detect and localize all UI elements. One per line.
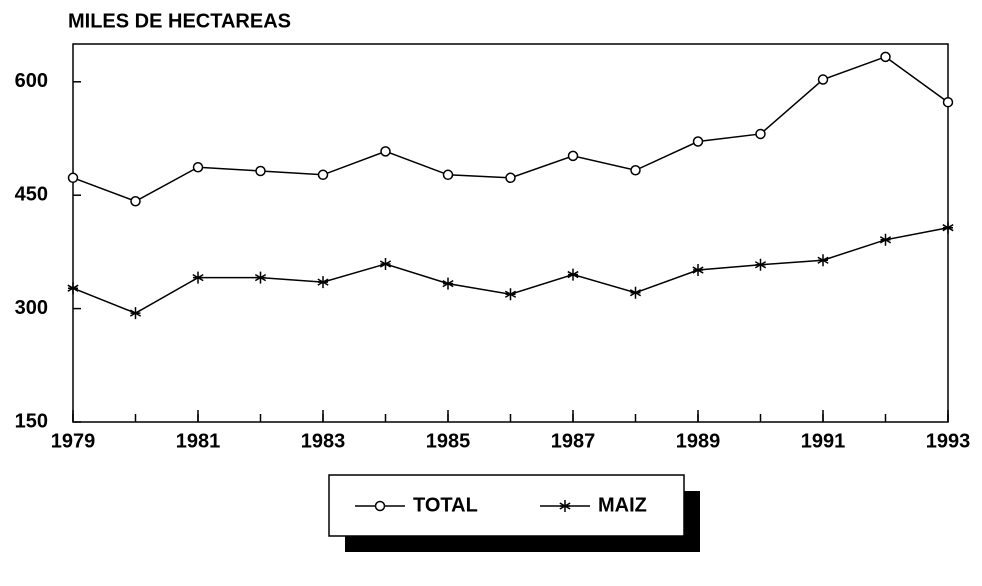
y-tick-label: 300 [15, 297, 48, 319]
point [442, 277, 454, 290]
point [817, 254, 829, 267]
point [567, 150, 579, 162]
point [755, 128, 766, 140]
x-tick-label: 1991 [801, 430, 846, 452]
x-tick-label: 1981 [176, 430, 221, 452]
legend-label: TOTAL [413, 494, 478, 516]
y-tick-label: 150 [15, 410, 48, 432]
x-tick-label: 1993 [926, 430, 971, 452]
point [192, 161, 204, 173]
point [629, 286, 642, 299]
chart-title: MILES DE HECTAREAS [68, 10, 291, 32]
point [879, 233, 892, 246]
point [380, 146, 391, 157]
point [129, 307, 142, 320]
point [692, 136, 704, 147]
point [567, 268, 579, 281]
y-tick-label: 450 [15, 183, 48, 205]
point [130, 195, 141, 207]
point [317, 169, 329, 181]
point [504, 288, 517, 301]
point [442, 169, 454, 181]
point [255, 165, 266, 177]
point [692, 264, 704, 277]
point [317, 276, 329, 289]
x-tick-label: 1979 [51, 430, 96, 452]
legend-label: MAIZ [598, 494, 647, 516]
point [505, 172, 516, 184]
legend-marker [559, 500, 571, 512]
point [192, 271, 204, 284]
point [880, 51, 891, 63]
point [67, 172, 79, 184]
point [67, 282, 79, 295]
y-tick-label: 600 [15, 70, 48, 92]
plot-frame [72, 43, 949, 423]
point [942, 96, 954, 108]
point [630, 165, 641, 176]
x-tick-label: 1987 [551, 430, 596, 452]
point [754, 258, 767, 271]
point [942, 221, 954, 234]
point [379, 257, 392, 270]
point [817, 74, 829, 85]
x-tick-label: 1989 [676, 430, 721, 452]
legend-marker [374, 500, 386, 512]
point [254, 271, 267, 284]
series-line [72, 226, 949, 314]
x-tick-label: 1983 [301, 430, 346, 452]
x-tick-label: 1985 [426, 430, 471, 452]
